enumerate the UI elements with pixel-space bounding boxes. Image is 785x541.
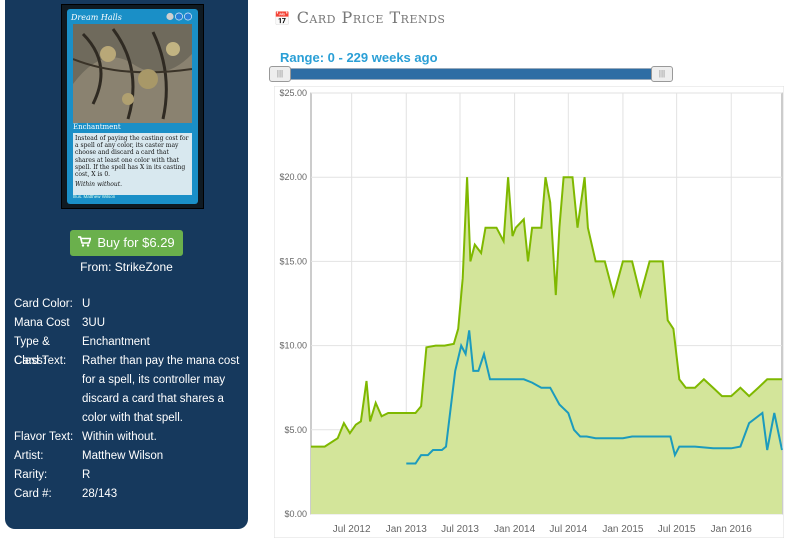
y-tick-label: $15.00	[279, 256, 307, 266]
y-tick-label: $10.00	[279, 341, 307, 351]
low-price-line	[406, 330, 783, 465]
price-chart: Jul 2012 Jan 2013 Jul 2013 Jan 2014 Jul 2014…	[274, 86, 784, 538]
info-label: Flavor Text:	[14, 431, 74, 443]
buy-button[interactable]: Buy for $6.29	[70, 230, 183, 256]
mana-symbols-icon	[166, 12, 192, 21]
info-value: Matthew Wilson	[82, 450, 164, 462]
x-tick-label: Jul 2013	[441, 524, 479, 535]
card-title: Dream Halls	[71, 13, 122, 22]
range-slider-start-handle[interactable]: |||	[269, 66, 291, 82]
x-tick-label: Jul 2015	[658, 524, 696, 535]
info-label: Card Color:	[14, 298, 73, 310]
info-value: U	[82, 298, 91, 310]
card-artwork	[73, 24, 192, 123]
info-label: Artist:	[14, 450, 44, 462]
card-artist-line: Illus. Matthew Wilson	[73, 194, 116, 199]
y-tick-label: $20.00	[279, 172, 307, 182]
artwork-illustration	[73, 24, 192, 123]
card-type-line: Enchantment	[73, 123, 121, 131]
card-flavor-text: Within without.	[75, 181, 123, 189]
info-value: Within without.	[82, 431, 157, 443]
card-face: Dream Halls	[67, 9, 198, 204]
x-tick-label: Jan 2013	[386, 524, 428, 535]
y-tick-label: $0.00	[284, 509, 307, 519]
info-label: Card Text:	[14, 355, 67, 367]
y-tick-label: $5.00	[284, 425, 307, 435]
info-value: Rather than pay the mana cost for a spel…	[82, 355, 240, 424]
seller-label: From: StrikeZone	[80, 260, 173, 274]
range-slider[interactable]: ||| |||	[269, 66, 673, 82]
high-price-area	[311, 177, 782, 514]
info-label: Mana Cost	[14, 317, 70, 329]
info-value: 28/143	[82, 488, 118, 500]
buy-button-label: Buy for $6.29	[97, 235, 175, 250]
chart-title-text: Card Price Trends	[296, 8, 446, 27]
calendar-icon: 📅	[274, 12, 291, 27]
x-tick-label: Jul 2014	[549, 524, 587, 535]
info-value: R	[82, 469, 91, 481]
x-tick-label: Jan 2016	[711, 524, 753, 535]
x-tick-label: Jan 2015	[602, 524, 644, 535]
range-label: Range: 0 - 229 weeks ago	[280, 50, 438, 65]
info-value: Enchantment	[82, 336, 150, 348]
x-tick-label: Jan 2014	[494, 524, 536, 535]
range-slider-end-handle[interactable]: |||	[651, 66, 673, 82]
card-rules-text: Instead of paying the casting cost for a…	[75, 135, 189, 179]
high-price-line	[311, 176, 782, 448]
chart-section-title: 📅 Card Price Trends	[274, 8, 445, 27]
x-tick-label: Jul 2012	[333, 524, 371, 535]
info-label: Card #:	[14, 488, 52, 500]
info-value: 3UU	[82, 317, 106, 329]
card-sidebar: Dream Halls	[5, 0, 248, 529]
y-tick-label: $25.00	[279, 88, 307, 98]
card-image: Dream Halls	[61, 4, 204, 209]
card-mana-cost	[166, 12, 194, 23]
shopping-cart-icon	[78, 230, 92, 256]
info-label: Rarity:	[14, 469, 48, 481]
card-text-box: Instead of paying the casting cost for a…	[73, 133, 192, 195]
info-label: Type & Class:	[14, 336, 50, 367]
